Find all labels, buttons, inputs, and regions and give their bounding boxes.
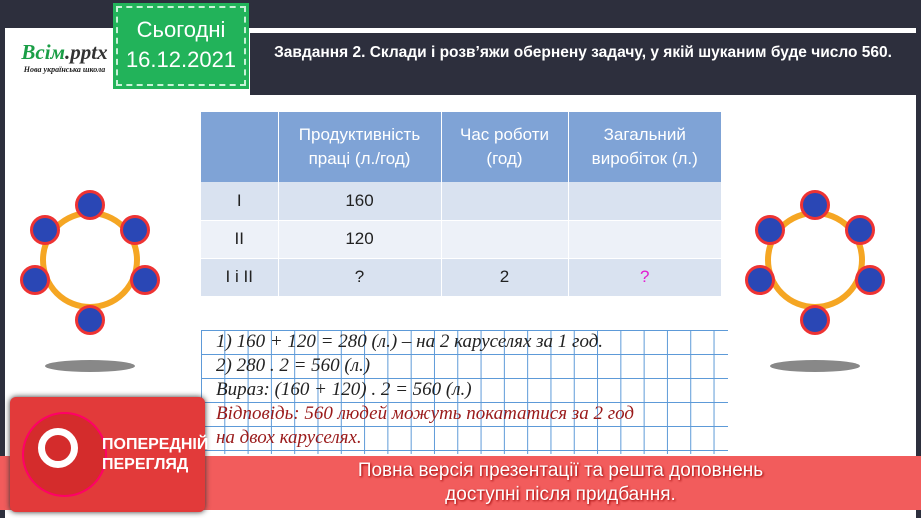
solution-step-1: 1) 160 + 120 = 280 (л.) – на 2 каруселях… [216, 331, 604, 352]
answer-line-2: на двох каруселях. [216, 427, 362, 448]
cell: І [201, 182, 279, 221]
cell: 160 [278, 182, 442, 221]
table-header: Продуктивність праці (л./год) Час роботи… [201, 112, 722, 182]
cell [568, 182, 722, 221]
cell [568, 220, 722, 259]
table-row: І і ІІ? 2? [201, 258, 722, 297]
solution-step-2: 2) 280 . 2 = 560 (л.) [216, 355, 371, 376]
answer-line-1: Відповідь: 560 людей можуть покататися з… [216, 403, 634, 424]
table-row: ІІ 120 [201, 220, 722, 259]
cell: 120 [278, 220, 442, 259]
header-cell: Продуктивність праці (л./год) [278, 112, 442, 182]
cell: ІІ [201, 220, 279, 259]
solution-expression: Вираз: (160 + 120) . 2 = 560 (л.) [216, 379, 472, 400]
ferris-wheel-left-icon [20, 190, 160, 390]
banner-line-1: Повна версія презентації та решта доповн… [357, 460, 764, 481]
preview-label: ПОПЕРЕДНІЙ ПЕРЕГЛЯД [102, 436, 209, 473]
cell [441, 220, 569, 259]
data-table: Продуктивність праці (л./год) Час роботи… [201, 112, 722, 297]
logo-ext: .pptx [64, 40, 108, 64]
magnifier-icon [22, 412, 107, 497]
date-label: Сьогодні [136, 17, 226, 42]
cell-question: ? [568, 258, 722, 297]
logo-brand: Всім [21, 40, 65, 64]
banner-line-2: доступні після придбання. [445, 484, 676, 505]
header-cell: Час роботи (год) [441, 112, 569, 182]
ferris-wheel-right-icon [745, 190, 885, 390]
cell: ? [278, 258, 442, 297]
date-badge: Сьогодні 16.12.2021 [113, 3, 249, 89]
cell: І і ІІ [201, 258, 279, 297]
task-title: Завдання 2. Склади і розв’яжи обернену з… [250, 33, 916, 95]
header-cell [201, 112, 279, 182]
logo-subtitle: Нова українська школа [23, 65, 106, 74]
date-value: 16.12.2021 [125, 47, 237, 72]
header-cell: Загальний виробіток (л.) [568, 112, 722, 182]
preview-badge: ПОПЕРЕДНІЙ ПЕРЕГЛЯД [10, 397, 209, 512]
grid-paper [201, 330, 728, 454]
table-row: І 160 [201, 182, 722, 221]
cell: 2 [441, 258, 569, 297]
logo: Всім.pptx Нова українська школа [12, 40, 117, 74]
cell [441, 182, 569, 221]
